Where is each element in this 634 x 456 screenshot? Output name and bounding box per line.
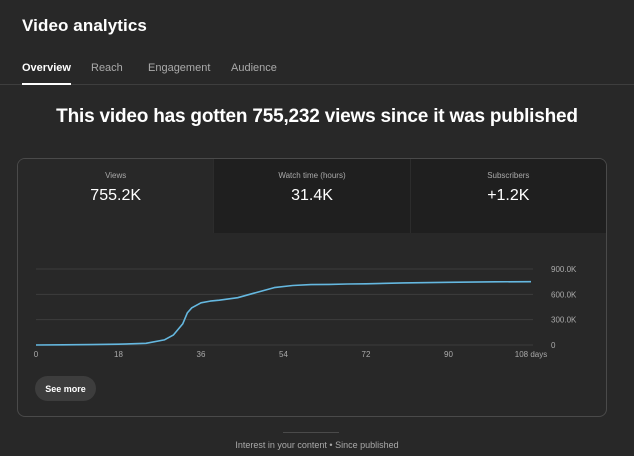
metric-watch-time[interactable]: Watch time (hours) 31.4K — [213, 159, 410, 233]
metric-value: +1.2K — [487, 187, 530, 204]
tab-engagement[interactable]: Engagement — [148, 62, 211, 74]
metric-label: Watch time (hours) — [278, 171, 346, 180]
page-title: Video analytics — [22, 16, 147, 35]
tab-bar: Overview Reach Engagement Audience — [0, 54, 634, 85]
y-tick-label: 900.0K — [551, 265, 577, 274]
views-headline: This video has gotten 755,232 views sinc… — [56, 106, 578, 127]
see-more-button[interactable]: See more — [35, 376, 96, 401]
tab-overview[interactable]: Overview — [22, 62, 71, 85]
metric-tabs: Views 755.2K Watch time (hours) 31.4K Su… — [18, 159, 606, 233]
metric-value: 755.2K — [90, 187, 142, 204]
x-tick-label: 0 — [34, 350, 39, 359]
y-tick-label: 300.0K — [551, 316, 577, 325]
section-caption: Interest in your content • Since publish… — [235, 440, 399, 450]
chart-svg: 0 300.0K 600.0K 900.0K 0 18 36 54 72 90 108 days — [34, 265, 577, 359]
metric-label: Views — [105, 171, 127, 180]
y-tick-label: 600.0K — [551, 290, 577, 299]
x-tick-label: 90 — [444, 350, 453, 359]
x-tick-label: 36 — [197, 350, 206, 359]
tab-audience[interactable]: Audience — [231, 62, 277, 74]
x-tick-label: 18 — [114, 350, 123, 359]
metric-subscribers[interactable]: Subscribers +1.2K — [409, 159, 606, 233]
tab-reach[interactable]: Reach — [91, 62, 123, 74]
metric-views[interactable]: Views 755.2K — [18, 159, 214, 233]
metric-value: 31.4K — [291, 187, 333, 204]
series-line — [35, 280, 532, 346]
x-tick-label: 54 — [279, 350, 288, 359]
x-tick-label: 108 days — [515, 350, 547, 359]
x-tick-label: 72 — [362, 350, 371, 359]
analytics-card: Views 755.2K Watch time (hours) 31.4K Su… — [17, 158, 607, 417]
y-tick-label: 0 — [551, 341, 556, 350]
section-divider — [283, 432, 339, 433]
metric-label: Subscribers — [487, 171, 530, 180]
views-chart: 0 300.0K 600.0K 900.0K 0 18 36 54 72 90 108 days — [18, 233, 606, 363]
